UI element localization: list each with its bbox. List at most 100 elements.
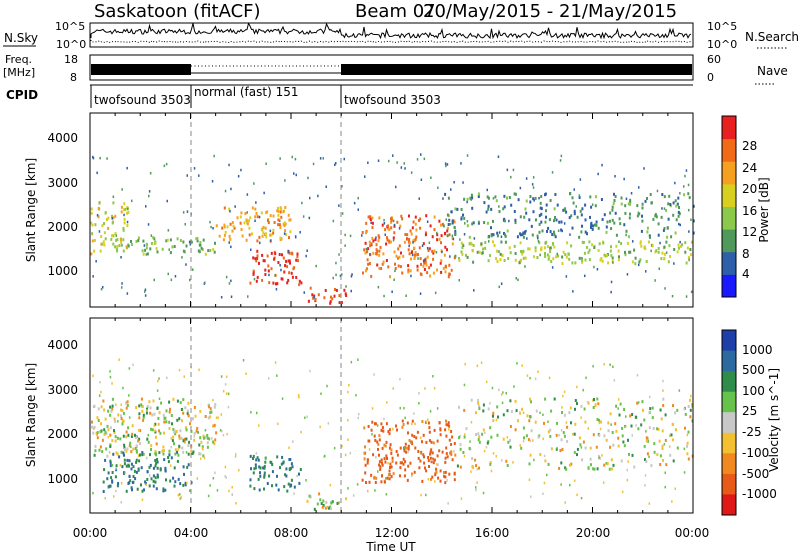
velocity-cell — [158, 451, 161, 455]
power-speckle — [664, 287, 666, 290]
velocity-cell — [92, 431, 95, 435]
power-cell — [104, 237, 107, 241]
power-cell — [532, 197, 535, 201]
velocity-cell — [661, 444, 664, 448]
power-cell — [508, 196, 511, 199]
velocity-speckle — [642, 409, 644, 413]
velocity-cell — [141, 409, 144, 413]
velocity-cell — [182, 465, 185, 469]
velocity-cell — [595, 445, 598, 449]
velocity-cell — [163, 458, 166, 462]
power-cell — [466, 224, 469, 228]
power-speckle — [412, 241, 414, 244]
velocity-cell — [149, 411, 152, 415]
power-cell — [382, 260, 385, 264]
power-speckle — [295, 235, 297, 239]
velocity-cb-tick-500: 500 — [742, 363, 765, 377]
power-speckle — [430, 176, 432, 179]
power-speckle — [637, 211, 640, 215]
velocity-cell — [607, 429, 610, 433]
power-cell — [496, 260, 499, 263]
velocity-cell — [569, 406, 572, 410]
power-cell — [123, 208, 126, 212]
velocity-cell — [630, 424, 633, 428]
velocity-cell — [458, 436, 460, 440]
power-cell — [692, 231, 695, 235]
velocity-speckle — [664, 485, 666, 489]
power-cell — [122, 238, 125, 242]
power-speckle — [654, 279, 656, 282]
velocity-cell — [646, 452, 649, 456]
velocity-cell — [206, 441, 209, 445]
power-speckle — [258, 215, 261, 219]
velocity-cell — [104, 417, 107, 421]
velocity-cell — [439, 428, 442, 432]
velocity-cell — [633, 465, 636, 469]
power-cell — [221, 226, 224, 230]
velocity-cell — [214, 403, 217, 406]
power-cell — [410, 257, 412, 261]
velocity-cell — [206, 436, 209, 440]
power-cell — [100, 235, 103, 238]
power-speckle — [674, 181, 676, 185]
power-speckle — [510, 175, 512, 179]
power-cell — [401, 217, 404, 221]
velocity-speckle — [304, 416, 306, 419]
power-speckle — [445, 218, 447, 221]
power-speckle — [102, 286, 104, 289]
velocity-speckle — [296, 474, 298, 478]
velocity-speckle — [637, 401, 640, 404]
velocity-cell — [474, 458, 477, 462]
velocity-cell — [439, 469, 442, 473]
velocity-cell — [574, 422, 577, 426]
velocity-cell — [401, 461, 403, 465]
velocity-cell — [507, 440, 510, 444]
velocity-cell — [98, 448, 101, 452]
power-cell — [597, 226, 600, 230]
velocity-speckle — [111, 464, 114, 467]
power-speckle — [384, 233, 386, 236]
velocity-cell — [378, 434, 381, 438]
power-cell — [514, 258, 517, 262]
power-cell — [583, 251, 586, 255]
velocity-speckle — [371, 407, 374, 410]
velocity-cell — [607, 421, 610, 425]
velocity-speckle — [627, 460, 629, 463]
velocity-cell — [183, 440, 186, 444]
power-speckle — [645, 270, 647, 273]
power-speckle — [325, 185, 327, 188]
power-cell — [394, 262, 396, 266]
velocity-cell — [429, 456, 432, 460]
power-cell — [105, 218, 108, 221]
power-cell — [288, 251, 291, 255]
power-cell — [600, 257, 603, 260]
velocity-cell — [283, 485, 286, 489]
power-speckle — [462, 181, 464, 184]
power-cell — [116, 249, 119, 253]
power-cell — [407, 264, 410, 268]
power-speckle — [426, 220, 429, 223]
power-speckle — [225, 275, 228, 279]
power-cell — [487, 259, 490, 263]
power-cell — [378, 253, 381, 257]
power-cb-tick-16: 16 — [742, 204, 757, 218]
power-cell — [668, 244, 671, 248]
power-cell — [204, 252, 207, 256]
power-cell — [573, 212, 576, 216]
power-cell — [680, 244, 682, 248]
velocity-cell — [506, 464, 509, 467]
nsearch-tick-top: 10^5 — [707, 20, 737, 33]
power-cell — [584, 218, 587, 222]
velocity-speckle — [436, 407, 439, 410]
power-colorbar-segment — [722, 161, 736, 185]
velocity-cell — [109, 461, 112, 465]
power-speckle — [229, 210, 231, 213]
power-cell — [254, 215, 257, 219]
power-cell — [413, 246, 416, 250]
power-frame — [89, 112, 694, 308]
power-speckle — [393, 278, 395, 281]
velocity-cell — [252, 471, 255, 475]
power-cell — [538, 222, 541, 226]
velocity-cell — [187, 452, 190, 456]
power-cell — [400, 251, 402, 255]
